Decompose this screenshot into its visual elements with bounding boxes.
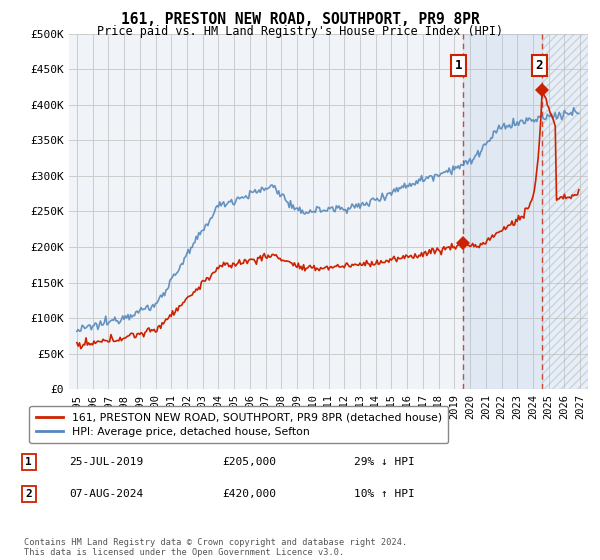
Text: 25-JUL-2019: 25-JUL-2019 <box>69 457 143 467</box>
Text: £205,000: £205,000 <box>222 457 276 467</box>
Text: 2: 2 <box>25 489 32 499</box>
Text: 29% ↓ HPI: 29% ↓ HPI <box>354 457 415 467</box>
Text: 161, PRESTON NEW ROAD, SOUTHPORT, PR9 8PR: 161, PRESTON NEW ROAD, SOUTHPORT, PR9 8P… <box>121 12 479 27</box>
Text: Contains HM Land Registry data © Crown copyright and database right 2024.
This d: Contains HM Land Registry data © Crown c… <box>24 538 407 557</box>
Text: Price paid vs. HM Land Registry's House Price Index (HPI): Price paid vs. HM Land Registry's House … <box>97 25 503 38</box>
Text: 1: 1 <box>455 59 462 72</box>
Bar <box>542 34 588 389</box>
Text: £420,000: £420,000 <box>222 489 276 499</box>
Bar <box>542 34 588 389</box>
Bar <box>542 34 588 389</box>
Text: 07-AUG-2024: 07-AUG-2024 <box>69 489 143 499</box>
Text: 10% ↑ HPI: 10% ↑ HPI <box>354 489 415 499</box>
Bar <box>463 34 542 389</box>
Text: 1: 1 <box>25 457 32 467</box>
Legend: 161, PRESTON NEW ROAD, SOUTHPORT, PR9 8PR (detached house), HPI: Average price, : 161, PRESTON NEW ROAD, SOUTHPORT, PR9 8P… <box>29 406 448 443</box>
Text: 2: 2 <box>535 59 543 72</box>
